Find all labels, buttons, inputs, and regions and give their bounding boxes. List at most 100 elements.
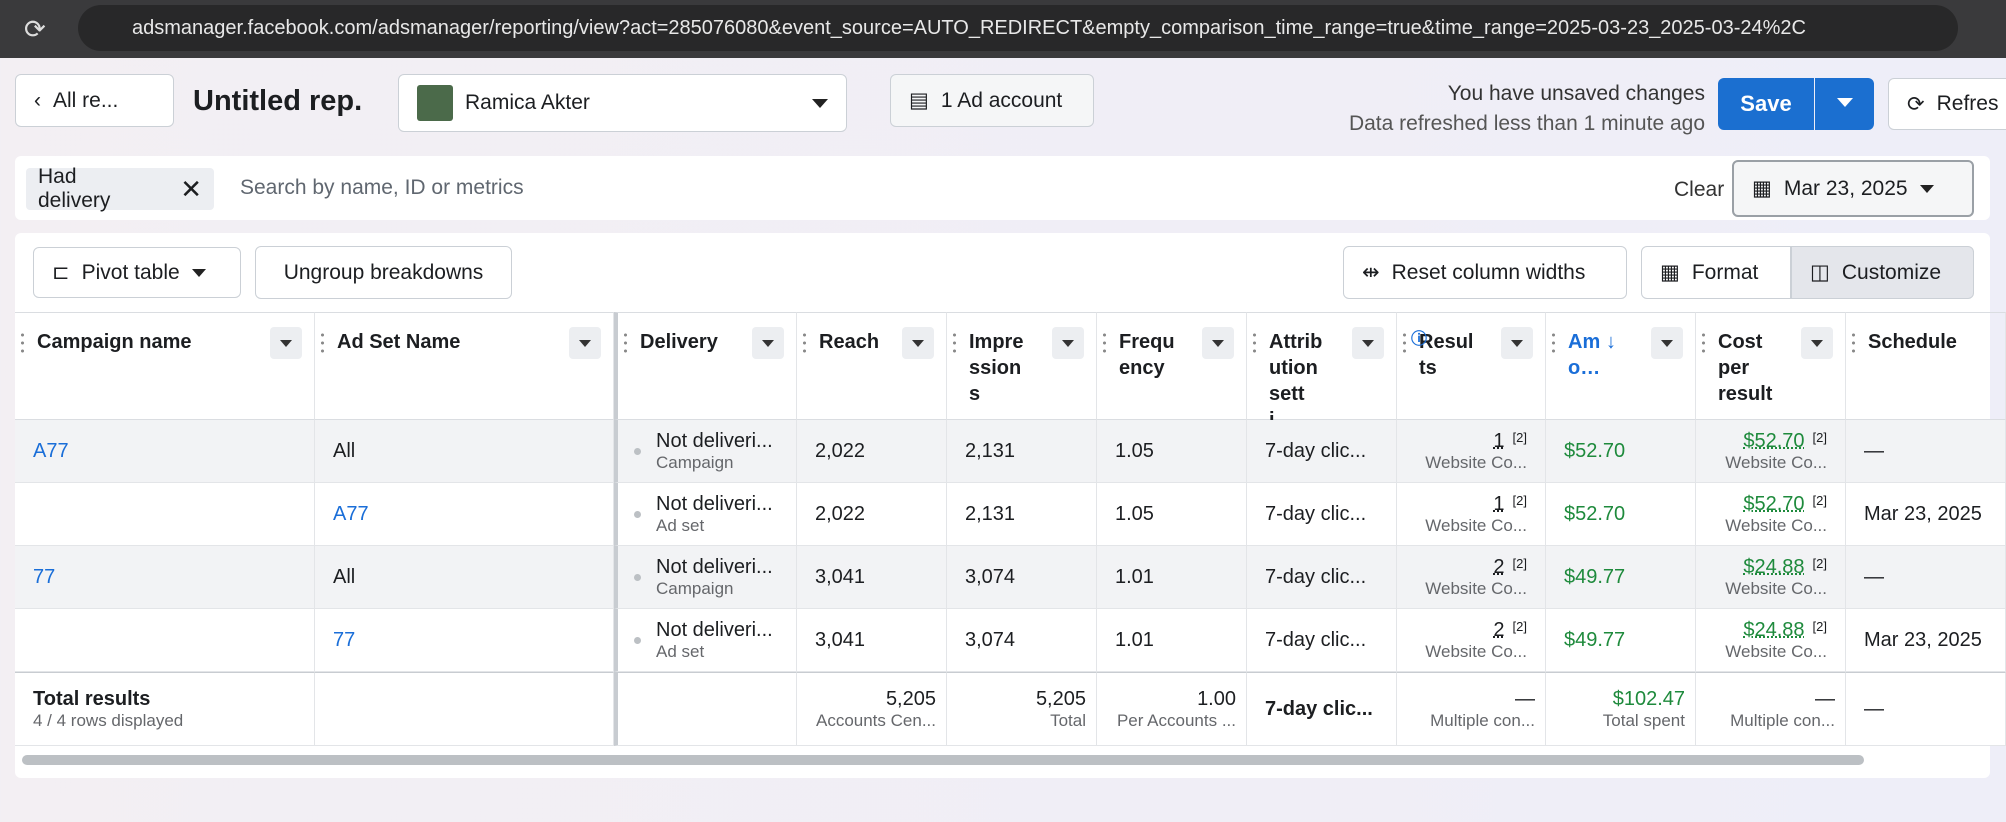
column-header[interactable]: ⓘ Results xyxy=(1397,312,1546,420)
filter-chip[interactable]: Had delivery ✕ xyxy=(26,165,214,212)
browser-bar: ⟳ adsmanager.facebook.com/adsmanager/rep… xyxy=(0,0,2006,58)
table-cell: Not deliveri... Ad set xyxy=(614,609,797,672)
account-selector[interactable]: Ramica Akter xyxy=(398,74,847,132)
address-bar[interactable]: adsmanager.facebook.com/adsmanager/repor… xyxy=(78,5,1958,51)
drag-handle xyxy=(1702,331,1705,355)
table-cell: 1.01 xyxy=(1097,546,1247,609)
column-header[interactable]: Frequency xyxy=(1097,312,1247,420)
back-button[interactable]: ‹ All re... xyxy=(15,74,174,127)
results-value: 1 xyxy=(1493,429,1505,452)
total-impressions: 5,205 xyxy=(1035,687,1086,710)
unsaved-text: You have unsaved changes xyxy=(1447,82,1705,105)
reload-icon[interactable]: ⟳ xyxy=(24,14,46,44)
customize-button[interactable]: ◫ Customize xyxy=(1791,246,1974,299)
column-header[interactable]: Schedule xyxy=(1846,312,2006,420)
table-cell: 1.05 xyxy=(1097,420,1247,483)
schedule: — xyxy=(1864,439,1884,462)
column-title: Campaign name xyxy=(37,331,192,353)
status-dot xyxy=(634,511,641,518)
column-header[interactable]: Delivery xyxy=(614,312,797,420)
schedule: Mar 23, 2025 xyxy=(1864,628,1982,651)
total-cost: — xyxy=(1815,687,1835,710)
table-cell: — xyxy=(1846,672,2006,746)
reach: 2,022 xyxy=(815,439,866,462)
delivery-status: Not deliveri... xyxy=(656,492,773,515)
ad-set-name: 77 xyxy=(333,628,356,651)
table-cell: 3,074 xyxy=(947,546,1097,609)
table-cell xyxy=(15,483,315,546)
total-cost-note: Multiple con... xyxy=(1730,710,1835,730)
frequency: 1.05 xyxy=(1115,439,1154,462)
table-cell: $49.77 xyxy=(1546,609,1696,672)
cost-value: $24.88 xyxy=(1743,555,1805,578)
campaign-link[interactable]: A77 xyxy=(33,439,69,462)
cost-line: $24.88 [2] xyxy=(1743,556,1827,579)
drag-handle xyxy=(321,331,324,355)
column-header[interactable]: Impressions xyxy=(947,312,1097,420)
save-button[interactable]: Save xyxy=(1718,78,1814,130)
results-line: 1 [2] xyxy=(1493,430,1527,453)
cost-type: Website Co... xyxy=(1725,515,1827,535)
pivot-button[interactable]: ⊏ Pivot table xyxy=(33,247,241,298)
delivery-level: Ad set xyxy=(656,641,705,661)
cost-type: Website Co... xyxy=(1725,578,1827,598)
save-menu[interactable] xyxy=(1815,78,1874,130)
status: You have unsaved changes Data refreshed … xyxy=(1349,79,1705,139)
results-value: 2 xyxy=(1493,555,1505,578)
dropdown xyxy=(569,327,601,359)
avatar xyxy=(417,85,453,121)
results-type: Website Co... xyxy=(1425,578,1527,598)
campaign-link[interactable]: 77 xyxy=(33,565,56,588)
table-cell: — Multiple con... xyxy=(1696,672,1846,746)
column-header[interactable]: Ad Set Name xyxy=(315,312,614,420)
table-cell xyxy=(15,609,315,672)
results-value: 1 xyxy=(1493,492,1505,515)
column-header[interactable]: Cost per result xyxy=(1696,312,1846,420)
attribution: 7-day clic... xyxy=(1265,565,1367,588)
total-frequency: 1.00 xyxy=(1197,687,1236,710)
table-cell: 7-day clic... xyxy=(1247,672,1397,746)
reset-widths-button[interactable]: ⇹ Reset column widths xyxy=(1343,246,1627,299)
reach: 2,022 xyxy=(815,502,866,525)
results-type: Website Co... xyxy=(1425,515,1527,535)
column-header[interactable]: Campaign name xyxy=(15,312,315,420)
total-results-note: Multiple con... xyxy=(1430,710,1535,730)
cost-note: [2] xyxy=(1812,555,1827,571)
customize-label: Customize xyxy=(1841,260,1942,284)
column-header[interactable]: Amo… ↓ xyxy=(1546,312,1696,420)
caret xyxy=(1919,185,1934,200)
table-cell: 7-day clic... xyxy=(1247,546,1397,609)
cost-type: Website Co... xyxy=(1725,452,1827,472)
table-cell: $49.77 xyxy=(1546,546,1696,609)
column-header[interactable]: Reach xyxy=(797,312,947,420)
ad-account-button[interactable]: ▤ 1 Ad account xyxy=(890,74,1094,127)
date-picker[interactable]: ▦ Mar 23, 2025 xyxy=(1732,160,1974,217)
amount-spent: $52.70 xyxy=(1564,502,1626,525)
clear-button[interactable]: Clear xyxy=(1674,178,1725,201)
schedule: — xyxy=(1864,565,1884,588)
table-cell xyxy=(614,672,797,746)
refresh-button[interactable]: ⟳ Refres xyxy=(1888,78,2006,130)
icon: ▦ xyxy=(1660,261,1680,284)
format-button[interactable]: ▦ Format xyxy=(1641,246,1791,299)
dropdown xyxy=(1801,327,1833,359)
remove-icon[interactable]: ✕ xyxy=(180,173,202,204)
results-note: [2] xyxy=(1512,492,1527,508)
refresh-label: Refres xyxy=(1936,92,1999,115)
horizontal-scrollbar[interactable] xyxy=(22,755,1864,765)
ungroup-button[interactable]: Ungroup breakdowns xyxy=(255,246,512,299)
drag-handle xyxy=(1253,331,1256,355)
icon: ⊏ xyxy=(52,261,70,284)
search-input[interactable]: Search by name, ID or metrics xyxy=(240,176,524,199)
table-cell: 77 xyxy=(15,546,315,609)
table-cell: 2,131 xyxy=(947,420,1097,483)
table-cell: $52.70 xyxy=(1546,420,1696,483)
ad-set-name: All xyxy=(333,439,356,462)
format-label: Format xyxy=(1691,260,1759,284)
dropdown xyxy=(1202,327,1234,359)
column-header[interactable]: Attribution setti… xyxy=(1247,312,1397,431)
drag-handle xyxy=(953,331,956,355)
sort-icon: ↓ xyxy=(1606,331,1616,353)
dropdown xyxy=(902,327,934,359)
drag-handle xyxy=(1852,331,1855,355)
